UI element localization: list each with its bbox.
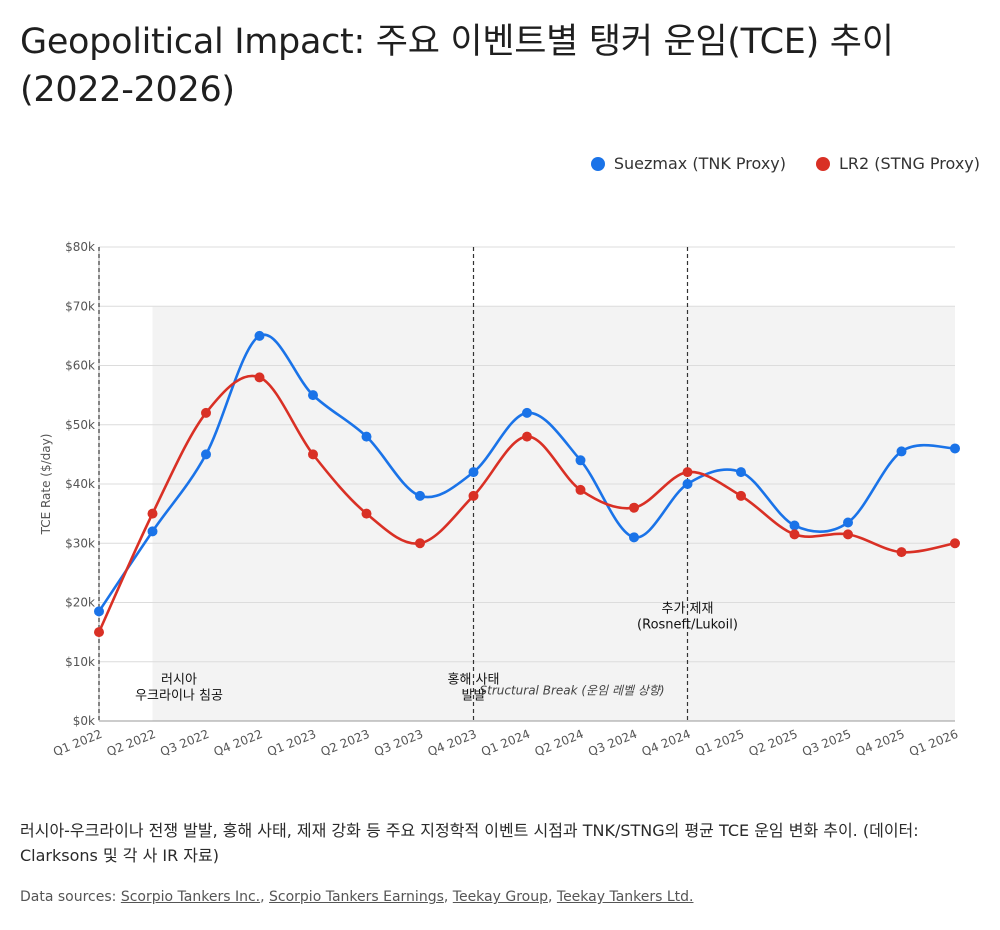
x-tick-label: Q2 2022 [105,727,158,759]
legend-item-lr2[interactable]: LR2 (STNG Proxy) [816,154,980,173]
data-point-suezmax [789,520,800,531]
source-link-teekay-group[interactable]: Teekay Group [452,889,548,905]
x-tick-label: Q2 2024 [533,727,586,759]
data-point-lr2 [522,431,532,442]
y-tick-label: $10k [65,655,95,669]
data-point-suezmax [950,443,960,454]
event-label: 추가 제재 [662,601,714,616]
data-point-lr2 [361,508,372,519]
event-label: 발발 [462,688,486,703]
data-point-lr2 [94,627,104,638]
event-label: 홍해 사태 [448,672,500,687]
y-tick-label: $60k [65,359,95,373]
data-sources: Data sources: Scorpio Tankers Inc., Scor… [20,889,694,905]
legend-dot-blue-icon [590,156,605,171]
y-tick-label: $30k [65,536,95,550]
chart-caption: 러시아-우크라이나 전쟁 발발, 홍해 사태, 제재 강화 등 주요 지정학적 … [20,821,919,865]
line-chart: $0k $10k $20k $30k $40k $50k $60k $70k $80k TCE R… [39,240,960,759]
event-label: 우크라이나 침공 [135,688,223,703]
legend-item-suezmax[interactable]: Suezmax (TNK Proxy) [590,154,786,173]
data-point-lr2 [201,407,211,418]
sources-label: Data sources: [20,889,117,905]
data-point-lr2 [147,508,158,519]
data-point-lr2 [789,529,800,540]
data-point-suezmax [736,467,746,478]
data-point-suezmax [201,449,211,460]
y-tick-label: $50k [65,418,95,432]
x-tick-label: Q4 2022 [212,727,265,759]
data-point-suezmax [94,606,104,617]
data-point-lr2 [415,538,425,549]
x-tick-label: Q1 2024 [479,727,532,759]
x-tick-label: Q4 2023 [426,727,479,759]
event-label: 러시아 [161,672,197,687]
x-tick-label: Q1 2026 [907,727,960,759]
y-tick-label: $80k [65,240,95,254]
source-link-teekay-tankers[interactable]: Teekay Tankers Ltd. [556,889,694,905]
data-point-suezmax [682,479,693,489]
data-point-suezmax [308,390,318,401]
data-point-lr2 [629,502,639,513]
legend-label-lr2: LR2 (STNG Proxy) [839,154,980,173]
data-point-lr2 [896,547,907,558]
y-tick-label: $20k [65,596,95,610]
data-point-lr2 [682,467,693,478]
data-point-suezmax [896,446,907,457]
data-point-suezmax [415,490,425,501]
legend: Suezmax (TNK Proxy) LR2 (STNG Proxy) [590,154,980,173]
x-tick-label: Q2 2023 [319,727,372,759]
data-point-lr2 [736,490,746,501]
data-point-suezmax [361,431,372,442]
legend-dot-red-icon [816,156,830,171]
y-tick-label: $70k [65,299,95,313]
data-point-suezmax [468,467,479,478]
x-tick-label: Q3 2025 [800,727,853,759]
y-tick-label: $40k [65,477,95,491]
event-label: (Rosneft/Lukoil) [637,617,738,632]
data-point-suezmax [522,407,532,418]
x-tick-label: Q2 2025 [747,727,800,759]
chart-title: Geopolitical Impact: 주요 이벤트별 탱커 운임(TCE) … [20,22,894,110]
x-tick-label: Q4 2025 [854,727,907,759]
legend-label-suezmax: Suezmax (TNK Proxy) [613,154,786,173]
x-tick-label: Q1 2023 [265,727,318,759]
data-point-suezmax [575,455,586,466]
x-tick-label: Q1 2022 [51,727,104,759]
data-point-lr2 [575,484,586,495]
shaded-region [152,306,955,721]
y-tick-label: $0k [73,714,95,728]
x-tick-label: Q3 2023 [372,727,425,759]
data-point-lr2 [308,449,318,460]
data-point-lr2 [843,529,853,540]
data-point-suezmax [629,532,639,543]
data-point-lr2 [468,490,479,501]
x-tick-label: Q3 2022 [158,727,211,759]
x-tick-label: Q3 2024 [586,727,639,759]
x-tick-label: Q1 2025 [693,727,746,759]
y-axis-title: TCE Rate ($/day) [39,434,53,536]
source-link-scorpio-earnings[interactable]: Scorpio Tankers Earnings [269,889,444,905]
data-point-suezmax [254,330,265,341]
data-point-suezmax [843,517,853,528]
data-point-suezmax [147,526,158,537]
source-link-scorpio-tankers[interactable]: Scorpio Tankers Inc. [120,889,261,905]
data-point-lr2 [950,538,960,549]
data-point-lr2 [254,372,265,383]
annotation-text: Structural Break (운임 레벨 상향) [480,683,665,697]
x-tick-label: Q4 2024 [640,727,693,759]
